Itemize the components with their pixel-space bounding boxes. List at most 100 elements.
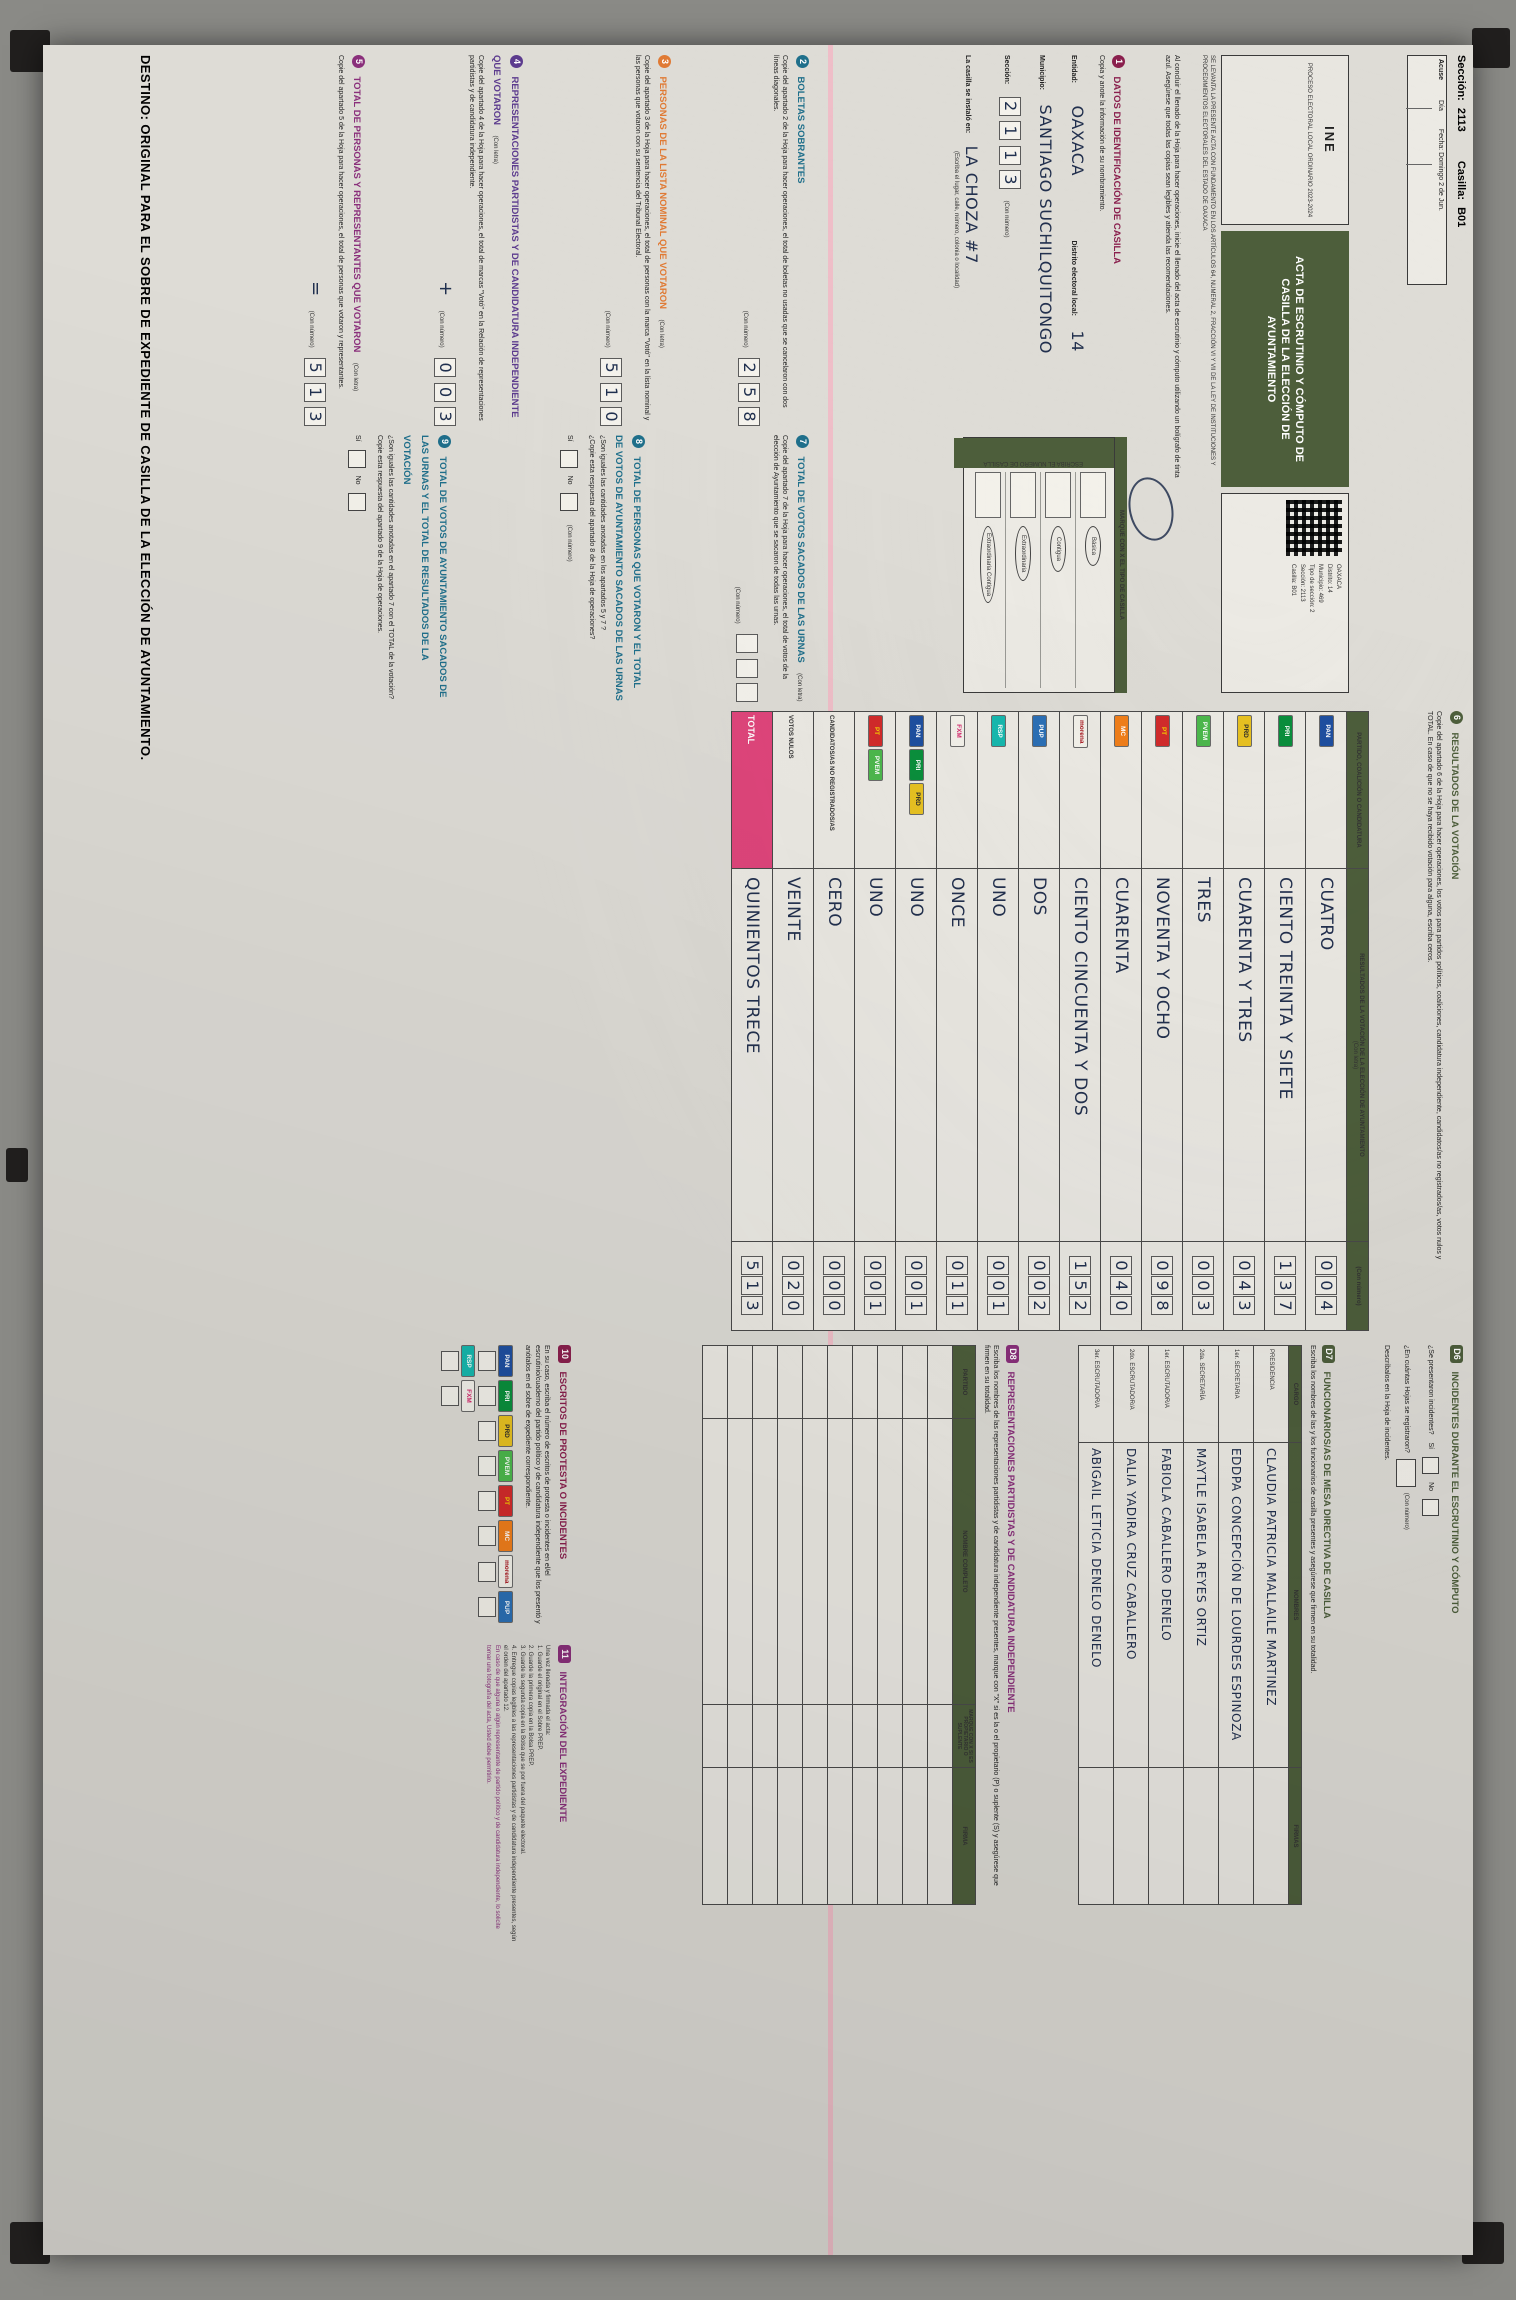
results-letra-cell[interactable]: NOVENTA Y OCHO [1141, 868, 1183, 1242]
results-digit-2[interactable]: 1 [987, 1296, 1010, 1315]
escrito-party-cell[interactable]: PRI [478, 1380, 513, 1412]
lista-nominal-digit-0[interactable]: 5 [600, 358, 623, 378]
representacion-cell[interactable] [852, 1767, 878, 1905]
results-numero-cell[interactable]: 098 [1141, 1241, 1183, 1331]
total-personas-digit-2[interactable]: 3 [303, 407, 326, 426]
results-letra-cell[interactable]: ONCE [936, 868, 978, 1242]
results-digit-2[interactable]: 2 [1069, 1296, 1092, 1315]
representacion-cell[interactable] [752, 1704, 778, 1768]
funcionario-nombre[interactable]: ABIGAIL LETICIA DENELO DENELO [1078, 1442, 1114, 1768]
escrito-count-box[interactable] [478, 1456, 497, 1476]
results-digit-0[interactable]: 0 [1315, 1256, 1338, 1275]
representacion-cell[interactable] [777, 1418, 803, 1705]
results-numero-cell[interactable]: 004 [1305, 1241, 1347, 1331]
representacion-cell[interactable] [902, 1345, 928, 1419]
representacion-cell[interactable] [827, 1418, 853, 1705]
funcionario-firma[interactable] [1183, 1767, 1219, 1905]
representacion-cell[interactable] [927, 1418, 953, 1705]
total-urnas-digit-0[interactable] [736, 634, 759, 654]
results-digit-0[interactable]: 0 [946, 1256, 969, 1275]
total-urnas-digit-1[interactable] [736, 658, 759, 678]
results-digit-0[interactable]: 0 [782, 1256, 805, 1275]
total-personas-digit-0[interactable]: 5 [303, 358, 326, 378]
d6-no-checkbox[interactable] [1422, 1499, 1439, 1517]
results-letra-cell[interactable]: TRES [1182, 868, 1224, 1242]
funcionario-firma[interactable] [1148, 1767, 1184, 1905]
representacion-cell[interactable] [877, 1418, 903, 1705]
funcionario-nombre[interactable]: DALIA YADIRA CRUZ CABALLERO [1113, 1442, 1149, 1768]
results-digit-1[interactable]: 4 [1110, 1276, 1133, 1295]
seccion-digit-1[interactable]: 1 [999, 121, 1022, 141]
results-letra-cell[interactable]: QUINIENTOS TRECE [731, 868, 773, 1242]
lista-nominal-digit-1[interactable]: 1 [600, 382, 623, 402]
results-letra-cell[interactable]: DOS [1018, 868, 1060, 1242]
results-digit-1[interactable]: 2 [782, 1276, 805, 1295]
escrito-party-cell[interactable]: MC [478, 1520, 513, 1552]
results-digit-1[interactable]: 0 [1315, 1276, 1338, 1295]
representacion-cell[interactable] [852, 1704, 878, 1768]
results-digit-0[interactable]: 0 [1151, 1256, 1174, 1275]
results-digit-0[interactable]: 0 [1192, 1256, 1215, 1275]
funcionario-firma[interactable] [1078, 1767, 1114, 1905]
representacion-cell[interactable] [752, 1345, 778, 1419]
results-numero-cell[interactable]: 513 [731, 1241, 773, 1331]
representacion-cell[interactable] [802, 1345, 828, 1419]
results-digit-0[interactable]: 0 [823, 1256, 846, 1275]
results-digit-0[interactable]: 0 [905, 1256, 928, 1275]
results-digit-0[interactable]: 0 [1233, 1256, 1256, 1275]
results-digit-2[interactable]: 0 [823, 1296, 846, 1315]
escrito-count-box[interactable] [478, 1386, 497, 1406]
seccion-digits[interactable]: 2 1 1 3 [999, 96, 1022, 195]
results-digit-1[interactable]: 9 [1151, 1276, 1174, 1295]
section-9-no-checkbox[interactable] [348, 492, 367, 511]
funcionario-nombre[interactable]: CLAUDIA PATRICIA MALLAILE MARTINEZ [1253, 1442, 1289, 1768]
boletas-sobrantes-digit-2[interactable]: 8 [738, 407, 761, 426]
representacion-cell[interactable] [827, 1704, 853, 1768]
d6-hojas-box[interactable] [1396, 1458, 1416, 1487]
escrito-party-cell[interactable]: PUP [478, 1591, 513, 1624]
representacion-cell[interactable] [802, 1767, 828, 1905]
escrito-count-box[interactable] [440, 1386, 459, 1406]
seccion-digit-2[interactable]: 1 [999, 145, 1022, 165]
results-digit-2[interactable]: 1 [864, 1296, 887, 1315]
seccion-digit-3[interactable]: 3 [999, 170, 1022, 189]
escrito-party-cell[interactable]: PVEM [478, 1450, 513, 1482]
representacion-cell[interactable] [752, 1767, 778, 1905]
results-digit-0[interactable]: 0 [864, 1256, 887, 1275]
escrito-party-cell[interactable]: PRD [478, 1415, 513, 1447]
total-personas-digit-1[interactable]: 1 [303, 382, 326, 402]
results-letra-cell[interactable]: UNO [977, 868, 1019, 1242]
representacion-cell[interactable] [827, 1345, 853, 1419]
results-numero-cell[interactable]: 000 [813, 1241, 855, 1331]
funcionario-firma[interactable] [1113, 1767, 1149, 1905]
representacion-cell[interactable] [852, 1345, 878, 1419]
escrito-party-cell[interactable]: RSP [440, 1345, 476, 1377]
results-numero-cell[interactable]: 020 [772, 1241, 814, 1331]
representacion-cell[interactable] [902, 1704, 928, 1768]
results-numero-cell[interactable]: 152 [1059, 1241, 1101, 1331]
funcionario-nombre[interactable]: FABIOLA CABALLERO DENELO [1148, 1442, 1184, 1768]
representacion-cell[interactable] [877, 1704, 903, 1768]
tipo-option-contigua[interactable]: Contigua [1039, 472, 1075, 688]
escrito-count-box[interactable] [478, 1421, 497, 1441]
results-digit-0[interactable]: 0 [1110, 1256, 1133, 1275]
results-digit-2[interactable]: 3 [1233, 1296, 1256, 1315]
representacion-cell[interactable] [927, 1704, 953, 1768]
results-digit-1[interactable]: 0 [905, 1276, 928, 1295]
boletas-sobrantes-digit-1[interactable]: 5 [738, 382, 761, 402]
results-letra-cell[interactable]: VEINTE [772, 868, 814, 1242]
escrito-party-cell[interactable]: PT [478, 1485, 513, 1517]
results-digit-1[interactable]: 0 [823, 1276, 846, 1295]
representacion-cell[interactable] [927, 1345, 953, 1419]
representacion-cell[interactable] [802, 1704, 828, 1768]
representacion-cell[interactable] [727, 1418, 753, 1705]
representacion-cell[interactable] [702, 1418, 728, 1705]
funcionario-nombre[interactable]: MAYTLE ISABELA REYES ORTIZ [1183, 1442, 1219, 1768]
results-letra-cell[interactable]: UNO [895, 868, 937, 1242]
section-9-yes-checkbox[interactable] [348, 449, 367, 468]
results-digit-2[interactable]: 2 [1028, 1296, 1051, 1315]
representacion-cell[interactable] [852, 1418, 878, 1705]
representaciones-digit-2[interactable]: 3 [434, 407, 457, 426]
results-digit-1[interactable]: 3 [1274, 1276, 1297, 1295]
d6-yes-checkbox[interactable] [1422, 1457, 1439, 1475]
